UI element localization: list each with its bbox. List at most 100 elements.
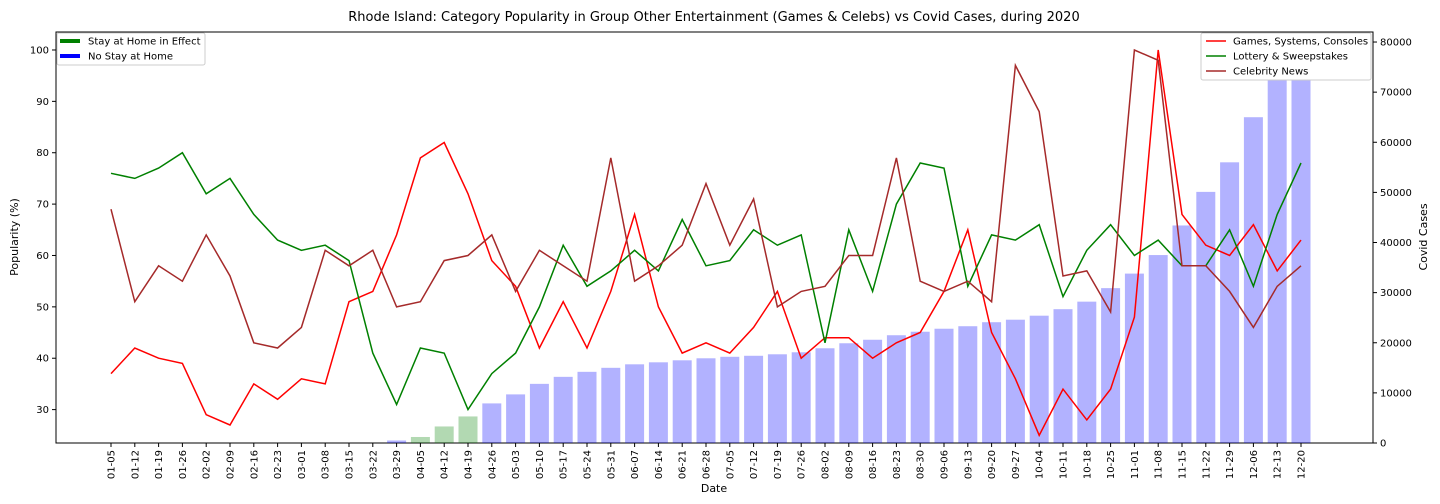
covid-bars (387, 43, 1311, 444)
x-tick-label: 05-17 (559, 450, 570, 479)
covid-bar (767, 354, 787, 443)
covid-bar (1101, 288, 1121, 443)
covid-bar (958, 326, 978, 443)
covid-bar (1053, 309, 1073, 443)
covid-bar (410, 436, 430, 443)
covid-bar (482, 403, 502, 443)
y-tick-label: 80 (36, 148, 49, 159)
y2-tick-label: 80000 (1380, 38, 1412, 49)
x-tick-label: 05-31 (606, 450, 617, 479)
x-tick-label: 11-15 (1178, 450, 1189, 479)
covid-bar (529, 383, 549, 443)
x-tick-label: 02-23 (273, 450, 284, 479)
covid-bar (1029, 315, 1049, 443)
chart-title: Rhode Island: Category Popularity in Gro… (348, 10, 1079, 25)
y-tick-label: 90 (36, 97, 49, 108)
covid-bar (1172, 225, 1192, 443)
covid-bar (696, 358, 716, 443)
covid-bar (1267, 73, 1287, 443)
covid-bar (648, 362, 668, 443)
x-tick-label: 06-14 (654, 450, 665, 479)
covid-bar (625, 364, 645, 443)
legend-box (1200, 32, 1372, 81)
x-tick-label: 02-09 (226, 450, 237, 479)
covid-bar (910, 331, 930, 443)
y-tick-label: 70 (36, 200, 49, 211)
y-axis-right: 0 10000 20000 30000 40000 50000 60000 70000 8000… (1373, 38, 1412, 450)
x-tick-label: 04-12 (440, 450, 451, 479)
x-tick-label: 04-26 (487, 450, 498, 479)
x-tick-label: 01-26 (178, 450, 189, 479)
x-tick-label: 07-12 (749, 450, 760, 479)
x-tick-label: 04-19 (464, 450, 475, 479)
covid-bar (886, 335, 906, 443)
x-tick-label: 03-01 (297, 450, 308, 479)
covid-bar (720, 356, 740, 443)
covid-bar (1243, 117, 1263, 444)
x-tick-label: 10-25 (1106, 450, 1117, 479)
x-tick-label: 07-26 (797, 450, 808, 479)
legend-label: Lottery & Sweepstakes (1233, 52, 1348, 63)
covid-bar (1291, 43, 1311, 444)
x-tick-label: 09-27 (1011, 450, 1022, 479)
y2-tick-label: 0 (1380, 439, 1386, 450)
x-tick-label: 11-08 (1154, 450, 1165, 479)
x-tick-label: 05-24 (583, 450, 594, 479)
covid-bar (815, 348, 835, 443)
covid-bar (458, 416, 478, 443)
x-tick-label: 03-29 (392, 450, 403, 479)
x-tick-label: 10-18 (1082, 450, 1093, 479)
x-tick-label: 01-12 (130, 450, 141, 479)
x-tick-label: 09-20 (987, 450, 998, 479)
covid-bar (1077, 301, 1097, 443)
x-tick-label: 08-02 (821, 450, 832, 479)
y2-axis-label: Covid Cases (1417, 203, 1430, 270)
covid-bar (601, 367, 621, 443)
x-tick-label: 11-22 (1201, 450, 1212, 479)
legend-label: Celebrity News (1233, 67, 1308, 78)
legend-label: No Stay at Home (88, 52, 173, 63)
covid-bar (982, 322, 1002, 443)
y2-tick-label: 10000 (1380, 388, 1412, 399)
y2-tick-label: 50000 (1380, 188, 1412, 199)
legend-box (56, 32, 206, 66)
x-tick-label: 01-19 (154, 450, 165, 479)
y2-tick-label: 60000 (1380, 138, 1412, 149)
x-tick-label: 12-06 (1249, 450, 1260, 479)
x-tick-label: 03-08 (321, 450, 332, 479)
x-tick-label: 11-01 (1130, 450, 1141, 479)
y-axis-left: 30 40 50 60 70 80 90 100 (30, 45, 56, 416)
y2-tick-label: 70000 (1380, 88, 1412, 99)
covid-bar (387, 440, 407, 443)
x-tick-label: 11-29 (1225, 450, 1236, 479)
x-tick-label: 08-09 (844, 450, 855, 479)
covid-bar (744, 355, 764, 443)
covid-bar (434, 426, 454, 443)
x-axis-label: Date (701, 482, 728, 495)
covid-bar (577, 371, 597, 443)
covid-bar (1148, 255, 1168, 443)
covid-bar (1196, 191, 1216, 443)
x-tick-label: 10-11 (1059, 450, 1070, 479)
covid-bar (1005, 319, 1025, 443)
x-tick-label: 02-02 (202, 450, 213, 479)
legend-series: Games, Systems, Consoles Lottery & Sweeps… (1200, 32, 1372, 81)
covid-bar (934, 328, 954, 443)
popularity-lines (110, 48, 1302, 438)
legend-label: Stay at Home in Effect (88, 37, 201, 48)
x-tick-label: 09-13 (963, 450, 974, 479)
x-tick-label: 08-16 (868, 450, 879, 479)
x-tick-label: 05-03 (511, 450, 522, 479)
y2-tick-label: 40000 (1380, 238, 1412, 249)
covid-bar (506, 394, 526, 443)
x-tick-label: 09-06 (940, 450, 951, 479)
x-tick-label: 01-05 (107, 450, 118, 479)
x-tick-label: 07-05 (725, 450, 736, 479)
x-tick-label: 02-16 (249, 450, 260, 479)
y-tick-label: 50 (36, 302, 49, 313)
covid-bar (553, 376, 573, 443)
x-tick-label: 12-20 (1297, 450, 1308, 479)
plot-frame (55, 31, 1374, 444)
x-tick-label: 10-04 (1035, 450, 1046, 479)
legend-stay-at-home: Stay at Home in Effect No Stay at Home (56, 32, 206, 66)
